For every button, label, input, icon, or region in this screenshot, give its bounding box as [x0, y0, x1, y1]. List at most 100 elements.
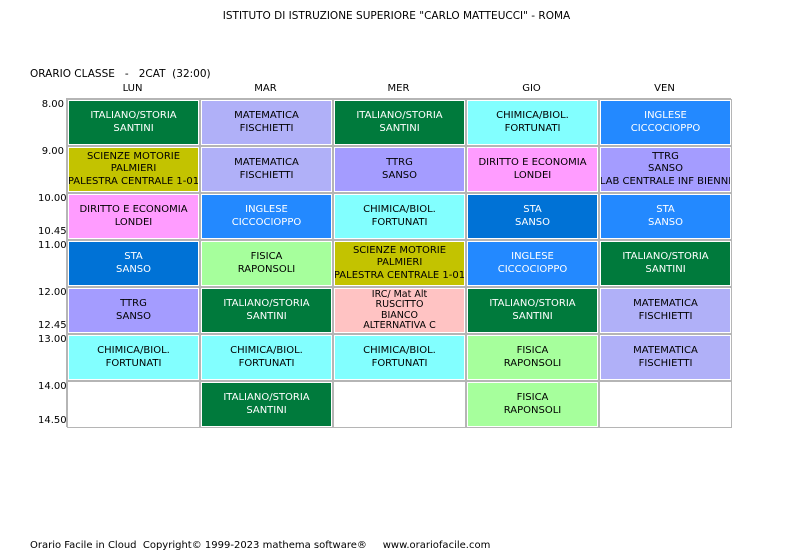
detail-label: LONDEI	[513, 169, 552, 181]
subject-label: CHIMICA/BIOL.	[97, 345, 170, 356]
subject-label: FISICA	[250, 251, 283, 262]
subject-label: FISICA	[516, 345, 549, 356]
time-label: 12.00	[38, 287, 67, 298]
detail-label: SANSO	[514, 216, 551, 228]
detail-label: SANTINI	[512, 310, 553, 322]
lesson-cell: DIRITTO E ECONOMIA LONDEI	[466, 146, 599, 193]
subject-label: FISICA	[516, 392, 549, 403]
subject-label: DIRITTO E ECONOMIA	[79, 204, 188, 215]
subject-label: ITALIANO/STORIA	[622, 251, 709, 262]
lesson-cell: SCIENZE MOTORIE PALMIERI PALESTRA CENTRALE…	[333, 240, 466, 287]
day-header-lun: LUN	[122, 83, 143, 94]
detail-label: PALESTRA CENTRALE 1-01	[68, 175, 199, 187]
detail-label: SANTINI	[645, 263, 686, 275]
time-label: 10.00	[38, 193, 67, 204]
detail-label: CICCOCIOPPO	[630, 122, 701, 134]
lesson-cell: STA SANSO	[599, 193, 732, 240]
subject-label: ITALIANO/STORIA	[223, 298, 310, 309]
lesson-cell: FISICA RAPONSOLI	[200, 240, 333, 287]
lesson-cell: MATEMATICA FISCHIETTI	[599, 334, 732, 381]
empty-cell	[599, 381, 732, 428]
lesson-cell: INGLESE CICCOCIOPPO	[466, 240, 599, 287]
detail-label: PALESTRA CENTRALE 1-01	[334, 269, 465, 281]
detail-label: FISCHIETTI	[638, 357, 693, 369]
detail-label: SANSO	[647, 163, 684, 175]
subject-label: ITALIANO/STORIA	[90, 110, 177, 121]
lesson-cell: TTRG SANSO LAB CENTRALE INF BIENNI	[599, 146, 732, 193]
subject-label: CHIMICA/BIOL.	[230, 345, 303, 356]
subject-label: INGLESE	[511, 251, 554, 262]
detail-label: SANTINI	[246, 404, 287, 416]
subject-label: INGLESE	[245, 204, 288, 215]
detail-label: ALTERNATIVA C	[363, 320, 436, 331]
lesson-cell: INGLESE CICCOCIOPPO	[599, 99, 732, 146]
subject-label: ITALIANO/STORIA	[223, 392, 310, 403]
subject-label: STA	[656, 204, 675, 215]
detail-label: SANSO	[115, 263, 152, 275]
detail-label: BIANCO	[380, 309, 419, 321]
lesson-cell: CHIMICA/BIOL. FORTUNATI	[200, 334, 333, 381]
lesson-cell: CHIMICA/BIOL. FORTUNATI	[466, 99, 599, 146]
subject-label: MATEMATICA	[234, 157, 299, 168]
time-label: 14.00	[38, 381, 67, 392]
detail-label: RAPONSOLI	[503, 404, 562, 416]
subject-label: CHIMICA/BIOL.	[363, 345, 436, 356]
subject-label: INGLESE	[644, 110, 687, 121]
subject-label: CHIMICA/BIOL.	[363, 204, 436, 215]
subject-label: CHIMICA/BIOL.	[496, 110, 569, 121]
time-label: 12.45	[38, 320, 67, 331]
detail-label: CICCOCIOPPO	[231, 216, 302, 228]
detail-label: FORTUNATI	[504, 122, 561, 134]
detail-label: PALMIERI	[110, 163, 157, 175]
detail-label: FORTUNATI	[371, 216, 428, 228]
detail-label: PALMIERI	[376, 257, 423, 269]
subject-label: TTRG	[652, 150, 679, 162]
subject-label: SCIENZE MOTORIE	[86, 150, 181, 162]
detail-label: FORTUNATI	[238, 357, 295, 369]
subject-label: TTRG	[386, 157, 413, 168]
detail-label: SANSO	[115, 310, 152, 322]
subject-label: MATEMATICA	[633, 345, 698, 356]
lesson-cell: STA SANSO	[466, 193, 599, 240]
detail-label: RUSCITTO	[375, 299, 424, 310]
detail-label: SANTINI	[113, 122, 154, 134]
lesson-cell: MATEMATICA FISCHIETTI	[599, 287, 732, 334]
empty-cell	[67, 381, 200, 428]
subject-label: SCIENZE MOTORIE	[352, 244, 447, 256]
time-label: 10.45	[38, 226, 67, 237]
school-title: ISTITUTO DI ISTRUZIONE SUPERIORE "CARLO …	[222, 10, 571, 22]
detail-label: RAPONSOLI	[237, 263, 296, 275]
detail-label: FISCHIETTI	[638, 310, 693, 322]
subject-label: IRC/ Mat Alt	[371, 288, 428, 300]
detail-label: CICCOCIOPPO	[497, 263, 568, 275]
lesson-cell: ITALIANO/STORIA SANTINI	[466, 287, 599, 334]
detail-label: SANTINI	[379, 122, 420, 134]
day-header-mer: MER	[387, 83, 410, 94]
day-header-gio: GIO	[522, 83, 541, 94]
detail-label: LONDEI	[114, 216, 153, 228]
detail-label: FISCHIETTI	[239, 122, 294, 134]
class-label: ORARIO CLASSE - 2CAT (32:00)	[30, 68, 211, 80]
detail-label: RAPONSOLI	[503, 357, 562, 369]
lesson-cell: ITALIANO/STORIA SANTINI	[599, 240, 732, 287]
subject-label: STA	[523, 204, 542, 215]
subject-label: MATEMATICA	[633, 298, 698, 309]
lesson-cell: FISICA RAPONSOLI	[466, 381, 599, 428]
lesson-cell: MATEMATICA FISCHIETTI	[200, 99, 333, 146]
lesson-cell: ITALIANO/STORIA SANTINI	[200, 381, 333, 428]
subject-label: ITALIANO/STORIA	[356, 110, 443, 121]
lesson-cell: SCIENZE MOTORIE PALMIERI PALESTRA CENTRALE…	[67, 146, 200, 193]
subject-label: ITALIANO/STORIA	[489, 298, 576, 309]
detail-label: SANTINI	[246, 310, 287, 322]
time-label: 11.00	[38, 240, 67, 251]
time-label: 13.00	[38, 334, 67, 345]
detail-label: SANSO	[647, 216, 684, 228]
lesson-cell: FISICA RAPONSOLI	[466, 334, 599, 381]
day-header-ven: VEN	[654, 83, 675, 94]
lesson-cell: INGLESE CICCOCIOPPO	[200, 193, 333, 240]
day-header-mar: MAR	[254, 83, 277, 94]
subject-label: MATEMATICA	[234, 110, 299, 121]
footer-copyright: Orario Facile in Cloud Copyright© 1999-2…	[30, 540, 491, 551]
empty-cell	[333, 381, 466, 428]
lesson-cell: IRC/ Mat Alt RUSCITTO BIANCO ALTERNATIVA C	[333, 287, 466, 334]
